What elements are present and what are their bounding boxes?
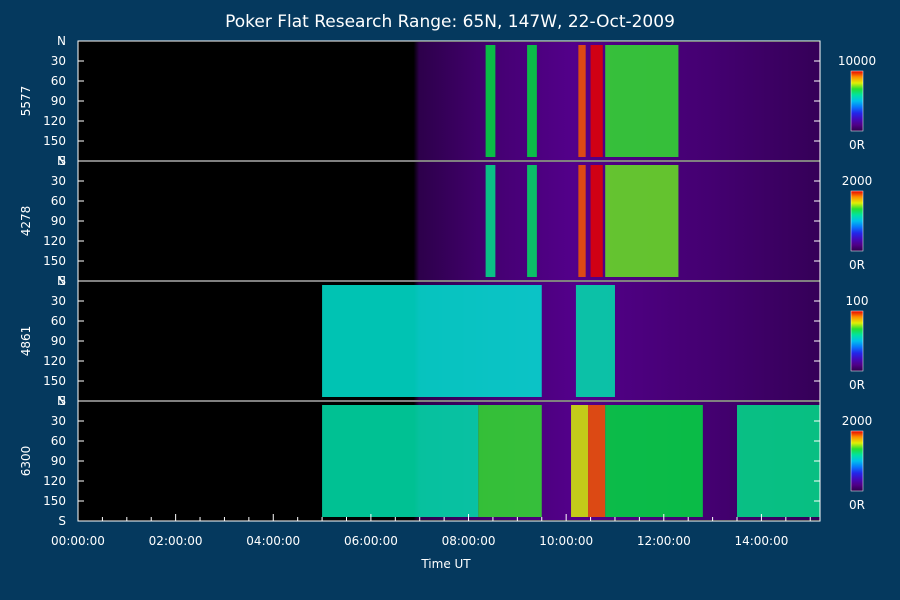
emission-band	[485, 45, 496, 157]
colorbar	[850, 70, 864, 132]
panel-wavelength-label: 6300	[19, 446, 33, 477]
y-tick-label: 90	[51, 94, 66, 108]
emission-band	[322, 285, 542, 397]
y-tick-label: S	[58, 514, 66, 528]
emission-band	[590, 165, 603, 277]
y-tick-label: 90	[51, 214, 66, 228]
panel-y-axis: N 30 60 90 120 150 S	[43, 34, 820, 168]
y-tick-label: N	[57, 274, 66, 288]
y-tick-label: 30	[51, 414, 66, 428]
x-tick-label: 02:00:00	[149, 534, 203, 548]
colorbar-min-label: 0R	[849, 138, 865, 152]
y-tick-label: 120	[43, 474, 66, 488]
panel-4278: N 30 60 90 120 150 S 4278 2000 0R	[19, 154, 872, 288]
x-tick-label: 00:00:00	[51, 534, 105, 548]
emission-band	[578, 165, 586, 277]
y-tick-label: N	[57, 154, 66, 168]
emission-band	[590, 45, 603, 157]
colorbar-max-label: 100	[846, 294, 869, 308]
chart-title: Poker Flat Research Range: 65N, 147W, 22…	[225, 12, 675, 32]
y-tick-label: N	[57, 394, 66, 408]
x-tick-label: 14:00:00	[734, 534, 788, 548]
emission-band	[605, 405, 703, 517]
x-axis-label: Time UT	[420, 557, 471, 571]
x-tick-label: 12:00:00	[637, 534, 691, 548]
panel-frame	[77, 400, 821, 522]
panel-4861: N 30 60 90 120 150 S 4861 100 0R	[19, 274, 868, 408]
colorbar-max-label: 10000	[838, 54, 876, 68]
x-tick-label: 08:00:00	[442, 534, 496, 548]
y-tick-label: 120	[43, 234, 66, 248]
emission-band	[322, 405, 479, 517]
colorbar-max-label: 2000	[842, 174, 873, 188]
x-tick-label: 04:00:00	[246, 534, 300, 548]
panel-wavelength-label: 4278	[19, 206, 33, 237]
panel-6300: N 30 60 90 120 150 S 6300 2000 0R	[19, 394, 872, 528]
emission-band	[478, 405, 542, 517]
emission-band	[605, 165, 679, 277]
panels-layer: N 30 60 90 120 150 S 5577 10000 0R N 30 60 90 120 150 S 4…	[19, 34, 876, 528]
emission-band	[575, 285, 615, 397]
colorbar	[850, 190, 864, 252]
y-tick-label: 30	[51, 54, 66, 68]
y-tick-label: 60	[51, 194, 66, 208]
emission-band	[527, 45, 537, 157]
panel-y-axis: N 30 60 90 120 150 S	[43, 394, 820, 528]
x-tick-label: 10:00:00	[539, 534, 593, 548]
emission-band	[485, 165, 496, 277]
y-tick-label: 150	[43, 374, 66, 388]
time-axis: 00:00:00 02:00:00 04:00:00 06:00:00 08:00:00…	[51, 514, 811, 548]
panel-y-axis: N 30 60 90 120 150 S	[43, 274, 820, 408]
y-tick-label: S	[58, 394, 66, 408]
panel-5577: N 30 60 90 120 150 S 5577 10000 0R	[19, 34, 876, 168]
y-tick-label: 60	[51, 434, 66, 448]
panel-wavelength-label: 4861	[19, 326, 33, 357]
y-tick-label: N	[57, 34, 66, 48]
y-tick-label: 60	[51, 74, 66, 88]
panel-y-axis: N 30 60 90 120 150 S	[43, 154, 820, 288]
y-tick-label: 60	[51, 314, 66, 328]
y-tick-label: 120	[43, 114, 66, 128]
colorbar-max-label: 2000	[842, 414, 873, 428]
x-tick-label: 06:00:00	[344, 534, 398, 548]
emission-band	[571, 405, 589, 517]
emission-band	[578, 45, 586, 157]
background-emission	[270, 42, 820, 160]
background-emission	[270, 162, 820, 280]
emission-band	[527, 165, 537, 277]
y-tick-label: 120	[43, 354, 66, 368]
y-tick-label: 90	[51, 334, 66, 348]
panel-wavelength-label: 5577	[19, 86, 33, 117]
emission-band	[588, 405, 606, 517]
emission-band	[605, 45, 679, 157]
emission-band	[737, 405, 820, 517]
y-tick-label: S	[58, 274, 66, 288]
y-tick-label: 30	[51, 294, 66, 308]
y-tick-label: 30	[51, 174, 66, 188]
y-tick-label: 150	[43, 254, 66, 268]
y-tick-label: 150	[43, 134, 66, 148]
y-tick-label: 90	[51, 454, 66, 468]
colorbar-min-label: 0R	[849, 378, 865, 392]
colorbar	[850, 430, 864, 492]
colorbar-min-label: 0R	[849, 498, 865, 512]
y-tick-label: S	[58, 154, 66, 168]
y-tick-label: 150	[43, 494, 66, 508]
colorbar	[850, 310, 864, 372]
colorbar-min-label: 0R	[849, 258, 865, 272]
